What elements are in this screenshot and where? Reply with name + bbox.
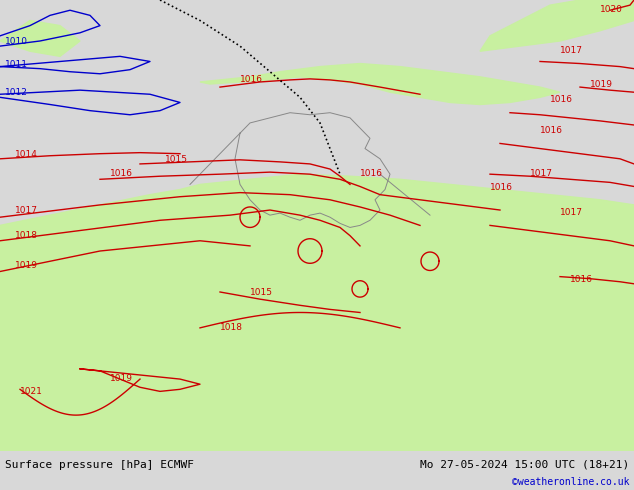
Text: 1016: 1016 [540, 126, 563, 135]
Text: 1016: 1016 [110, 169, 133, 178]
Text: 1014: 1014 [15, 150, 38, 159]
Text: 1017: 1017 [560, 208, 583, 217]
Text: 1015: 1015 [250, 288, 273, 297]
Text: 1016: 1016 [240, 75, 263, 84]
Text: 1018: 1018 [220, 323, 243, 332]
Text: 1018: 1018 [15, 231, 38, 240]
Text: 1011: 1011 [5, 60, 28, 69]
Text: ©weatheronline.co.uk: ©weatheronline.co.uk [512, 477, 629, 487]
Text: 1019: 1019 [15, 262, 38, 270]
Text: 1017: 1017 [530, 169, 553, 178]
Polygon shape [480, 0, 634, 51]
Text: 1010: 1010 [5, 37, 28, 46]
Text: Surface pressure [hPa] ECMWF: Surface pressure [hPa] ECMWF [5, 460, 194, 470]
Polygon shape [0, 0, 634, 451]
Text: 1019: 1019 [110, 374, 133, 383]
Text: Mo 27-05-2024 15:00 UTC (18+21): Mo 27-05-2024 15:00 UTC (18+21) [420, 460, 629, 470]
Polygon shape [0, 174, 634, 451]
Polygon shape [0, 21, 80, 56]
Text: 1012: 1012 [5, 88, 28, 98]
Text: 1020: 1020 [600, 5, 623, 14]
Text: 1016: 1016 [550, 96, 573, 104]
Text: 1021: 1021 [20, 388, 43, 396]
Polygon shape [200, 64, 560, 104]
Text: 1019: 1019 [590, 80, 613, 89]
Text: 1016: 1016 [570, 275, 593, 284]
Text: 1016: 1016 [360, 169, 383, 178]
Text: 1017: 1017 [15, 206, 38, 215]
Text: 1017: 1017 [560, 46, 583, 55]
Text: 1016: 1016 [490, 183, 513, 192]
Text: 1015: 1015 [165, 155, 188, 164]
